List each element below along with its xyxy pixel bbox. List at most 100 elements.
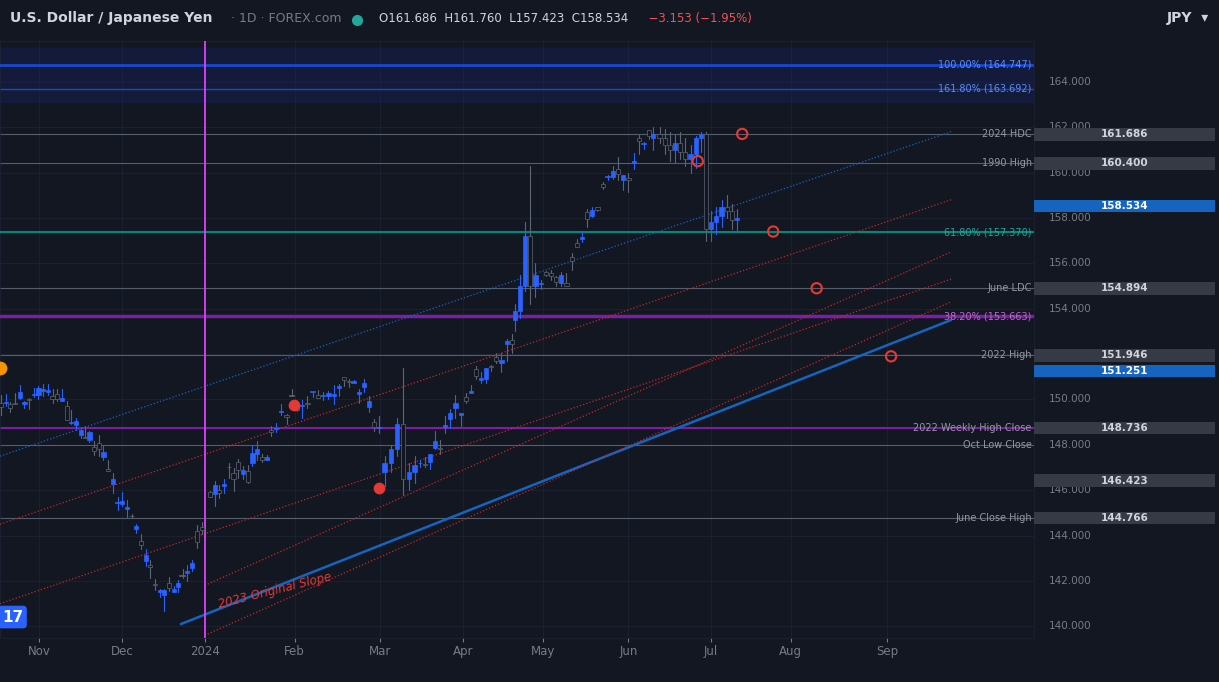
Point [807, 283, 826, 294]
Bar [647, 130, 651, 136]
FancyBboxPatch shape [1034, 349, 1215, 361]
Bar [149, 565, 152, 567]
Bar [195, 531, 199, 542]
Bar [124, 507, 129, 509]
Bar [116, 502, 119, 503]
Text: 161.686: 161.686 [1101, 130, 1148, 139]
Bar [250, 454, 255, 463]
Bar [222, 484, 227, 486]
Bar [534, 275, 538, 286]
Bar [433, 441, 438, 448]
Text: 142.000: 142.000 [1048, 576, 1091, 586]
Text: 144.766: 144.766 [1101, 513, 1148, 523]
Text: 152.000: 152.000 [1048, 349, 1091, 359]
Bar [27, 399, 32, 400]
Bar [162, 590, 166, 595]
Bar [212, 485, 217, 494]
Bar [13, 403, 17, 404]
Bar [549, 273, 553, 276]
Bar [657, 134, 662, 138]
Text: · 1D · FOREX.com: · 1D · FOREX.com [227, 12, 341, 25]
Text: 2024 HDC: 2024 HDC [983, 130, 1031, 139]
Bar [185, 571, 189, 573]
Bar [444, 426, 447, 427]
Bar [601, 183, 605, 187]
Bar [321, 395, 325, 396]
Bar [627, 178, 630, 180]
Bar [367, 400, 371, 407]
Bar [449, 413, 452, 419]
Bar [172, 589, 176, 592]
Bar [580, 237, 584, 239]
Bar [295, 406, 299, 410]
Bar [60, 398, 63, 401]
Text: 150.000: 150.000 [1048, 394, 1091, 404]
Text: 144.000: 144.000 [1048, 531, 1091, 541]
Bar [719, 207, 724, 216]
Text: O161.686  H161.760  L157.423  C158.534: O161.686 H161.760 L157.423 C158.534 [379, 12, 628, 25]
Bar [357, 391, 361, 394]
Text: U.S. Dollar / Japanese Yen: U.S. Dollar / Japanese Yen [10, 12, 212, 25]
Point [881, 351, 901, 361]
Bar [37, 388, 40, 395]
Bar [83, 437, 87, 439]
Bar [500, 360, 503, 363]
Text: June Close High: June Close High [954, 513, 1031, 523]
Text: 2022 High: 2022 High [981, 351, 1031, 360]
Bar [65, 406, 68, 420]
Bar [544, 272, 547, 276]
Text: 61.80% (157.370): 61.80% (157.370) [945, 227, 1031, 237]
Bar [611, 171, 616, 177]
Bar [93, 447, 96, 451]
FancyBboxPatch shape [1034, 158, 1215, 170]
Bar [518, 286, 522, 311]
Bar [88, 432, 91, 441]
Bar [260, 457, 265, 460]
Bar [167, 583, 171, 588]
Point [0, 362, 10, 373]
Bar [284, 415, 289, 417]
Bar [327, 393, 330, 396]
Bar [730, 211, 734, 220]
Bar [689, 154, 692, 159]
Bar [735, 218, 739, 220]
Bar [41, 389, 45, 391]
Text: 17: 17 [2, 610, 23, 625]
Bar [69, 421, 73, 423]
Text: 160.400: 160.400 [1101, 158, 1148, 168]
Text: 100.00% (164.747): 100.00% (164.747) [939, 60, 1031, 70]
Bar [351, 381, 356, 383]
Bar [494, 357, 499, 361]
Bar [474, 369, 478, 376]
Bar [265, 458, 268, 460]
Text: 151.251: 151.251 [1101, 366, 1148, 376]
Bar [528, 236, 533, 286]
Bar [401, 424, 405, 479]
Bar [418, 462, 422, 464]
Bar [590, 210, 595, 216]
Bar [232, 473, 235, 479]
Bar [268, 430, 273, 432]
Bar [453, 403, 457, 408]
Point [763, 226, 783, 237]
Bar [343, 376, 346, 380]
Text: 148.000: 148.000 [1048, 440, 1091, 450]
Text: 38.20% (153.663): 38.20% (153.663) [945, 311, 1031, 321]
FancyBboxPatch shape [1034, 128, 1215, 140]
Bar [347, 381, 351, 382]
Bar [336, 386, 341, 388]
Text: 146.423: 146.423 [1101, 475, 1148, 486]
Bar [176, 582, 180, 587]
Bar [0, 48, 1034, 102]
Bar [709, 222, 713, 229]
Text: 154.894: 154.894 [1101, 284, 1148, 293]
Text: 146.000: 146.000 [1048, 485, 1091, 495]
Bar [684, 152, 688, 159]
Bar [18, 392, 22, 398]
Bar [673, 143, 677, 150]
Bar [574, 243, 579, 247]
Point [688, 155, 707, 166]
Bar [101, 451, 106, 457]
Bar [560, 276, 563, 283]
Point [733, 128, 752, 139]
